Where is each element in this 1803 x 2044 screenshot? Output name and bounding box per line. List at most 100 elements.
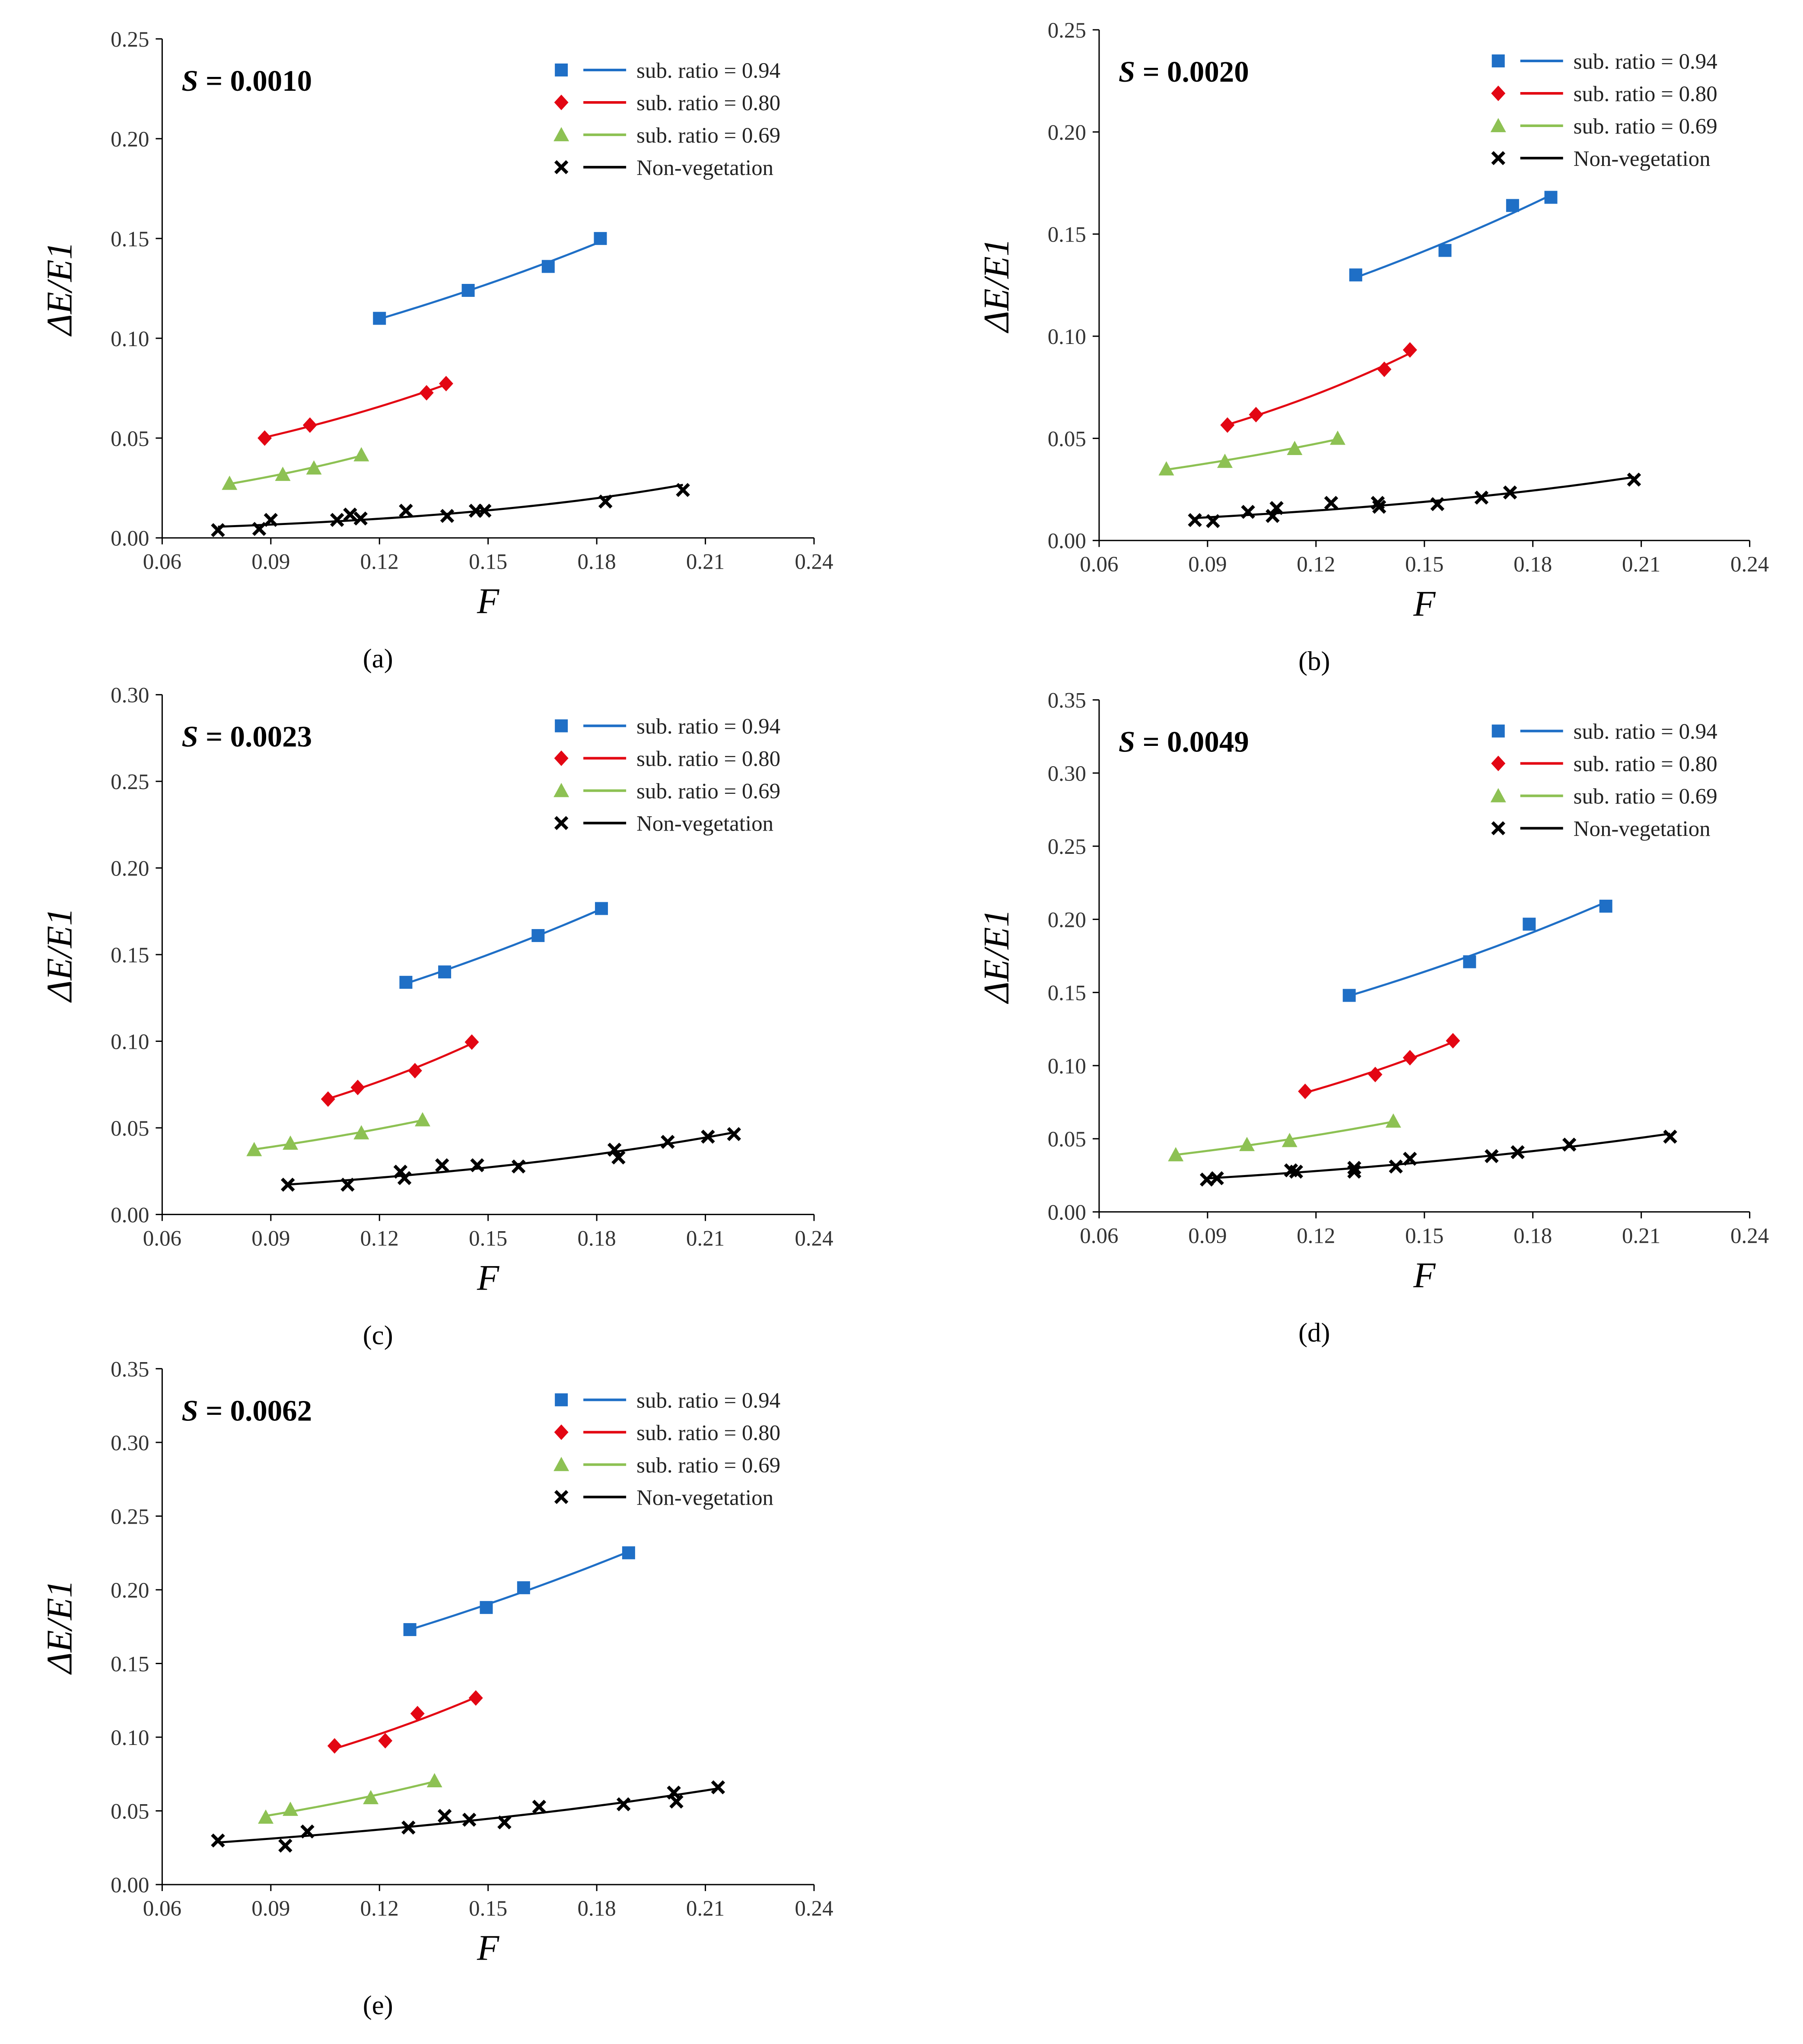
x-tick-label: 0.24: [1730, 1224, 1769, 1248]
data-point: [1385, 1113, 1401, 1128]
data-point: [211, 523, 225, 537]
legend-label: sub. ratio = 0.94: [636, 59, 780, 83]
legend-marker: [554, 94, 569, 110]
data-point: [410, 1706, 425, 1722]
data-point: [1627, 472, 1641, 487]
panel-label: (d): [1298, 1317, 1330, 1347]
series-nonveg: [211, 483, 690, 537]
x-tick-label: 0.15: [1405, 1224, 1444, 1248]
legend-marker: [554, 816, 569, 830]
data-point: [246, 1142, 262, 1156]
data-point: [280, 1178, 295, 1192]
title-value: = 0.0049: [1135, 726, 1249, 758]
y-tick-label: 0.15: [111, 943, 149, 968]
series-nonveg: [1188, 472, 1641, 529]
data-point: [1269, 501, 1284, 515]
legend-item: sub. ratio = 0.80: [1491, 82, 1717, 106]
data-point: [1446, 1033, 1460, 1049]
data-point: [1281, 1133, 1297, 1147]
data-point: [541, 260, 555, 273]
legend-marker: [1491, 54, 1505, 67]
series-s080: [258, 376, 453, 446]
chart-panel-c: 0.00 0.05 0.10 0.15 0.20 0.25 0.30 0.06 0.09 0.12…: [39, 684, 833, 1350]
series-s094: [1349, 191, 1558, 282]
data-point: [1402, 342, 1417, 358]
data-point: [1474, 490, 1489, 505]
trendline: [1195, 476, 1634, 519]
panel-title: S = 0.0062: [181, 1394, 312, 1427]
y-tick-label: 0.25: [1048, 835, 1086, 859]
data-point: [399, 503, 413, 518]
x-tick-label: 0.06: [1080, 1224, 1118, 1248]
legend-label: sub. ratio = 0.69: [636, 780, 780, 804]
series-s080: [1220, 342, 1417, 433]
legend-item: sub. ratio = 0.80: [554, 1421, 780, 1445]
series-nonveg: [280, 1127, 741, 1192]
title-value: = 0.0020: [1135, 55, 1249, 88]
data-point: [711, 1780, 725, 1795]
x-tick-label: 0.18: [1514, 553, 1552, 577]
y-tick-label: 0.35: [111, 1357, 149, 1382]
legend-item: sub. ratio = 0.69: [1490, 115, 1717, 139]
legend-marker: [554, 160, 569, 175]
y-tick-label: 0.30: [111, 1431, 149, 1455]
data-point: [598, 494, 613, 509]
legend-item: sub. ratio = 0.94: [1491, 720, 1717, 744]
x-tick-label: 0.15: [1405, 553, 1444, 577]
panel-title: S = 0.0049: [1119, 726, 1249, 758]
data-point: [1463, 955, 1476, 968]
data-point: [1347, 1165, 1361, 1179]
data-point: [661, 1135, 675, 1149]
data-point: [1298, 1083, 1313, 1099]
x-tick-label: 0.12: [360, 1897, 399, 1921]
y-tick-label: 0.10: [111, 1030, 149, 1054]
trendline: [1166, 438, 1338, 471]
data-point: [363, 1790, 379, 1805]
data-point: [622, 1546, 635, 1560]
data-point: [1249, 407, 1263, 423]
x-tick-label: 0.15: [469, 550, 507, 574]
x-axis-label: F: [1413, 584, 1436, 624]
x-tick-label: 0.09: [1188, 1224, 1227, 1248]
data-point: [1510, 1145, 1525, 1159]
x-tick-label: 0.21: [686, 1226, 725, 1251]
y-tick-label: 0.20: [111, 1579, 149, 1603]
data-point: [1544, 191, 1558, 204]
legend-label: sub. ratio = 0.94: [1574, 720, 1717, 744]
data-point: [1324, 496, 1339, 510]
legend-label: sub. ratio = 0.80: [636, 1421, 780, 1445]
y-tick-label: 0.15: [111, 227, 149, 252]
trendline: [264, 383, 447, 439]
x-tick-label: 0.06: [143, 1897, 181, 1921]
data-point: [439, 376, 453, 392]
data-point: [426, 1773, 442, 1787]
data-point: [330, 513, 344, 527]
data-point: [1523, 917, 1536, 931]
data-point: [353, 447, 369, 462]
series-s069: [222, 447, 369, 490]
trendline: [1305, 1041, 1453, 1094]
data-point: [283, 1802, 299, 1816]
legend-item: sub. ratio = 0.94: [1491, 50, 1717, 74]
data-point: [1287, 441, 1303, 455]
data-point: [1289, 1165, 1304, 1179]
data-point: [401, 1820, 416, 1835]
data-point: [343, 507, 357, 522]
y-axis-label: ΔE/E1: [976, 238, 1017, 333]
trendline: [229, 455, 362, 485]
x-tick-label: 0.21: [686, 550, 725, 574]
data-point: [1342, 989, 1356, 1002]
legend-item: Non-vegetation: [1491, 817, 1711, 841]
data-point: [1347, 1161, 1361, 1175]
x-tick-label: 0.24: [795, 1897, 833, 1921]
data-point: [306, 460, 322, 475]
y-tick-label: 0.10: [1048, 325, 1086, 349]
x-tick-label: 0.12: [1297, 553, 1335, 577]
data-point: [1438, 244, 1452, 257]
y-tick-label: 0.25: [111, 28, 149, 52]
legend-item: sub. ratio = 0.94: [555, 715, 780, 739]
series-s069: [1168, 1113, 1401, 1162]
legend-label: sub. ratio = 0.94: [1574, 50, 1717, 74]
data-point: [407, 1063, 422, 1079]
data-point: [397, 1171, 412, 1185]
